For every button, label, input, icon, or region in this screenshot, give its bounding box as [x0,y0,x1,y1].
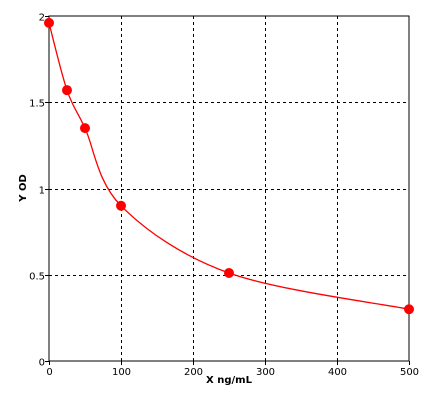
data-point [80,123,90,134]
data-point [44,17,54,28]
y-tick-label: 2 [39,13,45,24]
x-axis-label: X ng/mL [206,375,253,386]
data-point [224,268,234,279]
data-points [44,17,414,315]
plot-area [49,16,409,361]
x-tick-label: 100 [112,367,131,378]
data-point [62,85,72,96]
x-tick-label: 0 [46,367,52,378]
plot-frame [48,15,410,362]
y-tick-label: 0.5 [29,272,45,283]
x-tick-label: 500 [400,367,419,378]
y-axis-label: Y OD [18,174,29,203]
ticks: 0 100 200 300 400 500 0 0.5 1 1.5 2 [29,13,419,379]
y-tick-label: 1.5 [29,99,45,110]
data-point [404,304,414,315]
x-tick-label: 200 [184,367,203,378]
y-tick-label: 1 [39,186,45,197]
data-point [116,200,126,211]
x-tick-label: 300 [256,367,275,378]
x-tick-label: 400 [328,367,347,378]
y-tick-label: 0 [39,358,45,369]
